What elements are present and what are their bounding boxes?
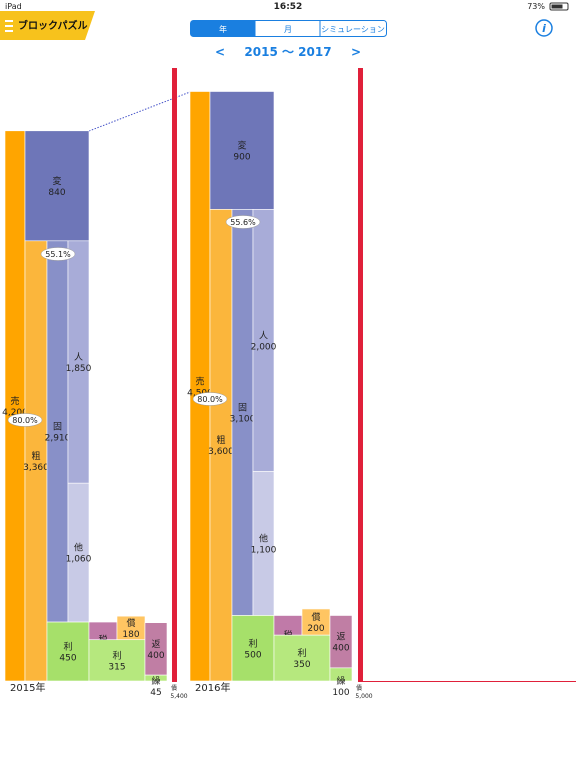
block-name: 売: [10, 395, 19, 407]
block: [231, 615, 275, 682]
tab-selected[interactable]: [191, 21, 255, 36]
block: [329, 667, 353, 682]
block-name: 人: [74, 352, 83, 363]
block-value: 3,600: [208, 447, 234, 457]
block-value: 4,500: [187, 388, 213, 398]
device: iPad: [5, 2, 22, 11]
block-name: 粗: [31, 450, 40, 462]
block-name: 売: [195, 375, 204, 387]
block-value: 315: [108, 662, 125, 672]
info-icon[interactable]: [535, 19, 553, 37]
block: [24, 130, 90, 242]
block-name: 人: [259, 330, 268, 341]
block-name: 繰: [336, 675, 345, 687]
block-value: 1,060: [66, 555, 92, 565]
battery: 73%: [527, 2, 545, 11]
block-name: 返: [336, 631, 345, 643]
block-value: 840: [48, 188, 65, 198]
block: [273, 634, 331, 682]
range: 2015 〜 2017: [244, 45, 331, 59]
block-value: 1,100: [251, 545, 277, 555]
block-name: 利: [248, 637, 257, 649]
year-label: 2015年: [10, 681, 45, 694]
block: [46, 621, 90, 682]
block: [144, 674, 168, 682]
ratio: 80.0%: [12, 416, 38, 425]
battery-icon: [549, 2, 569, 11]
hamburger[interactable]: [5, 20, 13, 32]
block-value: 450: [59, 654, 76, 664]
clock: 16:52: [274, 2, 303, 12]
ratio: 80.0%: [197, 395, 223, 404]
next-button[interactable]: >: [351, 45, 361, 59]
block-name: 粗: [216, 434, 225, 446]
debt-name: 債: [171, 684, 177, 692]
block-name: 返: [151, 638, 160, 650]
block-value: 350: [293, 660, 310, 670]
block-name: 変: [237, 139, 246, 151]
ratio: 55.6%: [230, 218, 256, 227]
block-name: 他: [74, 542, 83, 554]
block-value: 2,910: [45, 433, 71, 443]
block-name: 他: [259, 532, 268, 544]
tab[interactable]: シミュレーション: [321, 25, 385, 34]
ratio-badge: [225, 215, 261, 229]
block-name: 償: [311, 612, 320, 623]
year-label: 2016年: [195, 681, 230, 694]
debt-bar: [358, 68, 363, 682]
block-value: 3,100: [230, 414, 256, 424]
tab[interactable]: 月: [284, 25, 292, 34]
tab[interactable]: 年: [219, 24, 227, 34]
ratio: 55.1%: [45, 250, 71, 259]
debt-value: 5,000: [355, 693, 372, 700]
block-value: 500: [244, 650, 261, 660]
block-name: 固: [238, 402, 247, 413]
block-value: 45: [150, 688, 161, 698]
block-value: 100: [332, 688, 349, 698]
debt-value: 5,400: [170, 693, 187, 700]
ratio-badge: [40, 247, 76, 261]
ratio-badge: [192, 392, 228, 406]
block: [88, 639, 146, 682]
block-value: 180: [122, 630, 139, 640]
block-value: 1,850: [66, 364, 92, 374]
block-value: 4,200: [2, 408, 28, 418]
debt-bar: [172, 68, 177, 682]
block-name: 繰: [151, 675, 160, 687]
block-name: 利: [112, 649, 121, 661]
block-value: 400: [147, 651, 164, 661]
block-name: 変: [52, 175, 61, 187]
ratio-badge: [7, 413, 43, 427]
menu-tab[interactable]: [0, 11, 95, 40]
block-value: 200: [307, 624, 324, 634]
prev-button[interactable]: <: [215, 45, 225, 59]
block-name: 固: [53, 421, 62, 432]
block-value: 400: [332, 644, 349, 654]
block-name: 利: [297, 647, 306, 659]
block-value: 900: [233, 152, 250, 162]
debt-name: 債: [356, 684, 362, 692]
block: [209, 91, 275, 210]
block-value: 2,000: [251, 342, 277, 352]
block-name: 利: [63, 641, 72, 653]
block-value: 3,360: [23, 463, 49, 473]
battery-level: [551, 4, 563, 9]
block-name: 償: [126, 618, 135, 629]
menu-title[interactable]: ブロックパズル: [18, 19, 88, 32]
info-letter[interactable]: i: [542, 22, 546, 35]
